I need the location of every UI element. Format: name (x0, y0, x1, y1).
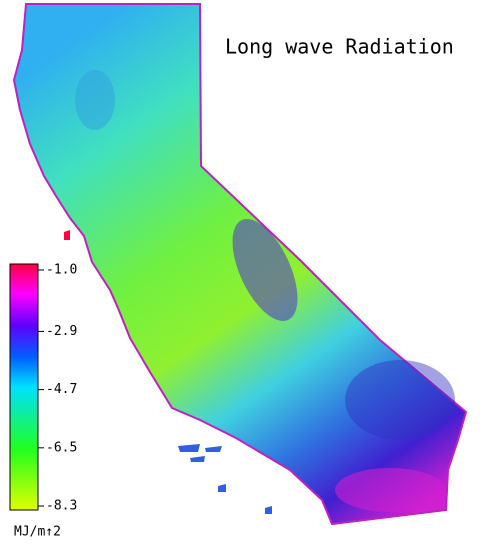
colorbar-tick-label: -4.7 (46, 382, 77, 397)
colorbar-tick-label: -1.0 (46, 263, 77, 278)
map-title: Long wave Radiation (225, 35, 454, 59)
colorbar-tick-label: -6.5 (46, 440, 77, 455)
california-map (12, 3, 468, 526)
colorbar-tick-label: -8.3 (46, 499, 77, 514)
colorbar-unit: MJ/m↑2 (14, 525, 61, 540)
colorbar-tick-label: -2.9 (46, 324, 77, 339)
color-legend (9, 263, 39, 511)
colorbar (9, 263, 39, 511)
